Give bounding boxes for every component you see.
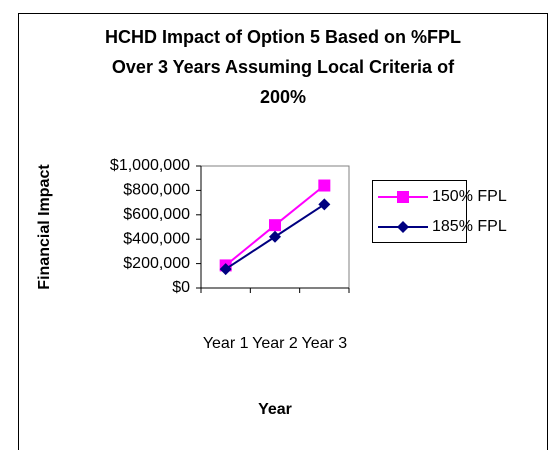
title-box: HCHD Impact of Option 5 Based on %FPL Ov…: [104, 27, 462, 107]
y-axis-title: Financial Impact: [36, 164, 53, 290]
marker: [397, 191, 409, 203]
x-axis-title: Year: [258, 401, 292, 418]
marker: [318, 198, 331, 211]
y-tick-label: $600,000: [123, 206, 190, 223]
y-tick-label: $400,000: [123, 230, 190, 247]
y-tick-label: $0: [172, 279, 190, 296]
legend-label: 185% FPL: [432, 218, 507, 235]
marker: [318, 179, 331, 192]
x-tick-label-box: Year 2: [252, 335, 298, 352]
chart-title: HCHD Impact of Option 5 Based on %FPL Ov…: [104, 27, 462, 107]
x-tick-label-box: Year 1: [202, 335, 249, 352]
marker: [269, 219, 281, 232]
legend-label: 150% FPL: [432, 188, 507, 205]
marker: [219, 263, 232, 276]
x-tick-label: Year 2: [252, 335, 298, 352]
marker: [397, 221, 409, 233]
y-tick-label: $1,000,000: [110, 157, 190, 174]
y-tick-label: $800,000: [123, 182, 190, 199]
x-tick-label: Year 3: [301, 335, 348, 352]
x-tick-label-box: Year 3: [301, 335, 348, 352]
y-tick-label: $200,000: [123, 255, 190, 272]
legend: [372, 180, 467, 243]
marker: [269, 230, 281, 243]
x-tick-label: Year 1: [202, 335, 249, 352]
